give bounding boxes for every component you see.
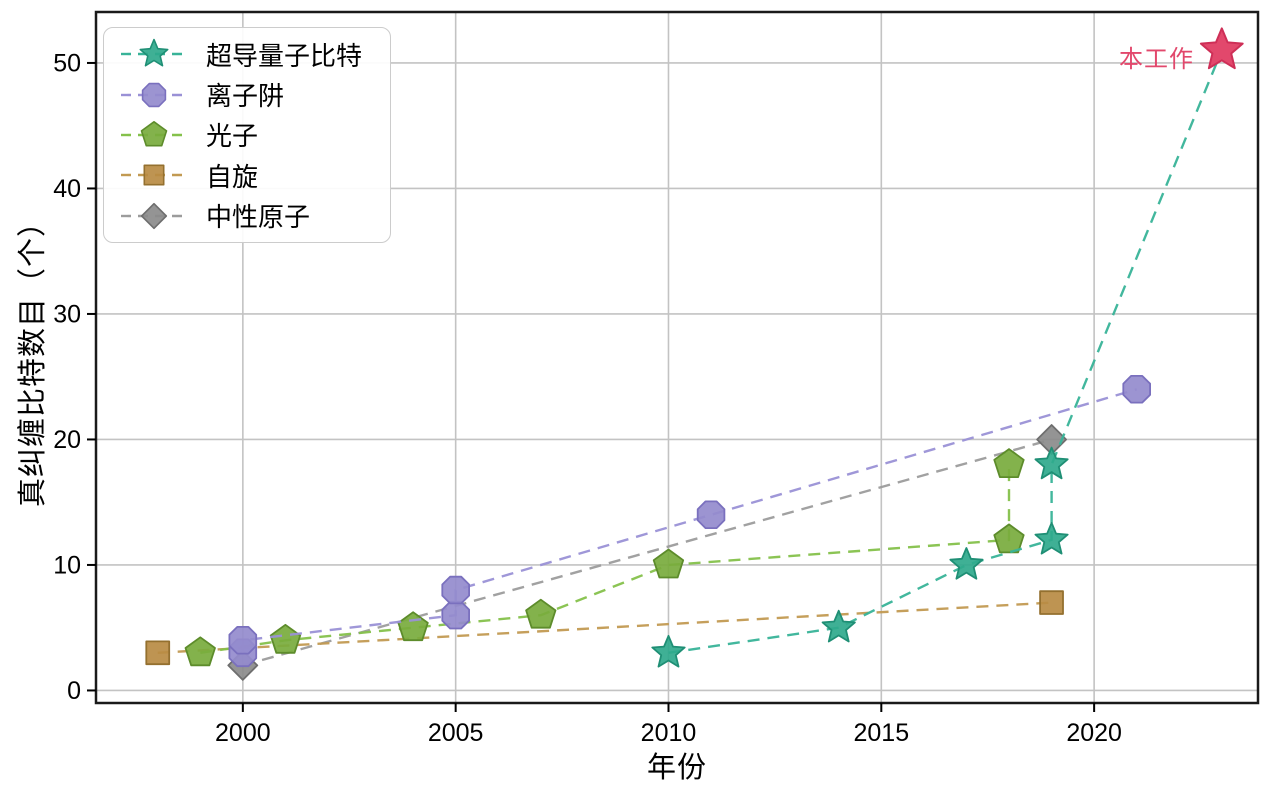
data-point-spin bbox=[145, 640, 171, 666]
this-work-label: 本工作 bbox=[1119, 46, 1194, 73]
series-neutral-atoms bbox=[227, 424, 1067, 681]
data-point-photons bbox=[993, 448, 1025, 478]
x-tick-label: 2000 bbox=[215, 719, 271, 747]
series-ion-trap bbox=[228, 375, 1151, 668]
data-point-ion-trap bbox=[228, 626, 258, 655]
x-tick-label: 2010 bbox=[641, 719, 697, 747]
plot-border bbox=[94, 10, 1260, 705]
photons-marker-icon bbox=[121, 120, 187, 147]
legend-label: 离子阱 bbox=[206, 81, 285, 112]
data-point-spin bbox=[1039, 590, 1064, 615]
legend-item-neutral-atoms: 中性原子 bbox=[118, 197, 390, 235]
data-point-ion-trap bbox=[441, 600, 470, 630]
data-point-photons bbox=[269, 623, 302, 654]
series-line-photons bbox=[200, 464, 1011, 654]
data-point-ion-trap bbox=[441, 575, 470, 605]
y-tick-label: 30 bbox=[53, 301, 81, 329]
data-point-photons bbox=[184, 636, 216, 667]
data-point-superconducting-qubits bbox=[1034, 522, 1069, 555]
data-point-photons bbox=[397, 611, 429, 642]
series-line-superconducting-qubits bbox=[668, 49, 1223, 654]
series-photons bbox=[184, 448, 1025, 667]
highlight-star-icon bbox=[1199, 27, 1244, 70]
y-tick-label: 10 bbox=[53, 552, 81, 580]
spin-marker-icon bbox=[121, 164, 187, 186]
y-tick-label: 20 bbox=[53, 426, 81, 454]
data-point-superconducting-qubits bbox=[1034, 446, 1069, 480]
legend-item-photons: 光子 bbox=[118, 116, 390, 154]
legend: 超导量子比特 离子阱光子自旋中性原子 bbox=[103, 27, 391, 243]
legend-item-spin: 自旋 bbox=[118, 156, 390, 194]
legend-label: 中性原子 bbox=[206, 202, 311, 233]
legend-item-superconducting-qubits: 超导量子比特 bbox=[118, 35, 390, 73]
x-tick-label: 2005 bbox=[428, 719, 484, 747]
superconducting-qubits-marker-icon bbox=[121, 38, 187, 67]
series-spin bbox=[145, 590, 1064, 666]
data-point-photons bbox=[993, 523, 1025, 554]
data-point-photons bbox=[652, 548, 685, 579]
x-tick-label: 2020 bbox=[1066, 719, 1122, 747]
axis-ticks: 2000 2005 2010 2015 2020 0 10 20 30 40 50 bbox=[53, 50, 1122, 747]
y-tick-label: 0 bbox=[67, 677, 81, 705]
data-point-superconducting-qubits bbox=[821, 609, 856, 643]
data-point-ion-trap bbox=[1122, 375, 1151, 404]
legend-label: 光子 bbox=[206, 121, 259, 152]
ion-trap-marker-icon bbox=[121, 82, 187, 107]
legend-label: 自旋 bbox=[206, 161, 259, 192]
x-axis-label: 年份 bbox=[646, 752, 708, 784]
neutral-atoms-marker-icon bbox=[121, 202, 187, 229]
data-point-superconducting-qubits bbox=[651, 634, 686, 668]
data-point-superconducting-qubits bbox=[949, 547, 984, 580]
legend-label: 超导量子比特 bbox=[206, 40, 363, 71]
series-superconducting-qubits bbox=[651, 49, 1223, 668]
y-axis-label: 真纠缠比特数目（个） bbox=[17, 206, 49, 508]
series-line-spin bbox=[157, 601, 1052, 654]
x-tick-label: 2015 bbox=[853, 719, 909, 747]
y-tick-label: 40 bbox=[53, 175, 81, 203]
data-point-photons bbox=[525, 598, 557, 629]
legend-item-ion-trap: 离子阱 bbox=[118, 76, 390, 114]
data-point-ion-trap bbox=[696, 500, 726, 529]
series-line-ion-trap bbox=[241, 388, 1138, 653]
y-tick-label: 50 bbox=[53, 50, 81, 78]
